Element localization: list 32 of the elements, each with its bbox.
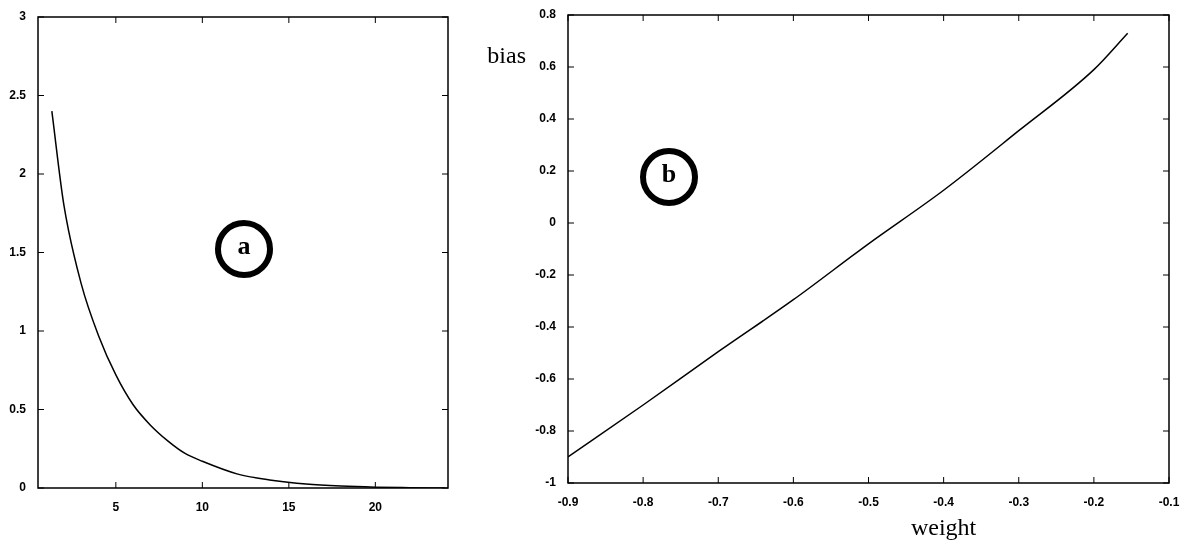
y-tick-label: 2.5 xyxy=(9,87,27,102)
y-tick-label: 3 xyxy=(19,9,27,24)
y-tick-label: 1.5 xyxy=(9,244,27,259)
y-tick-label: -0.8 xyxy=(535,423,557,438)
x-tick-label: -0.3 xyxy=(1008,494,1030,509)
y-tick-label: 0.6 xyxy=(539,59,557,74)
x-tick-label: -0.7 xyxy=(707,494,729,509)
y-tick-label: 0 xyxy=(549,215,557,230)
y-tick-label: -0.6 xyxy=(535,371,557,386)
x-tick-label: 5 xyxy=(112,499,120,514)
y-tick-label: 0.8 xyxy=(539,7,557,22)
x-tick-label: 20 xyxy=(368,499,383,514)
y-tick-label: -1 xyxy=(545,475,557,490)
x-tick-label: 15 xyxy=(282,499,296,514)
x-tick-label: -0.2 xyxy=(1083,494,1105,509)
y-tick-label: 0.2 xyxy=(539,163,557,178)
y-tick-label: 0 xyxy=(19,480,27,495)
y-tick-label: 0.4 xyxy=(539,111,557,126)
x-tick-label: -0.5 xyxy=(858,494,880,509)
y-tick-label: 2 xyxy=(19,166,27,181)
x-tick-label: -0.9 xyxy=(557,494,579,509)
y-tick-label: 0.5 xyxy=(9,401,27,416)
y-tick-label: -0.2 xyxy=(535,267,557,282)
x-tick-label: -0.1 xyxy=(1158,494,1180,509)
y-axis-title: bias xyxy=(487,42,526,69)
x-tick-label: -0.6 xyxy=(783,494,805,509)
x-tick-label: 10 xyxy=(195,499,210,514)
x-tick-label: -0.4 xyxy=(933,494,955,509)
x-tick-label: -0.8 xyxy=(632,494,654,509)
x-axis-title: weight xyxy=(910,514,977,541)
y-tick-label: 1 xyxy=(19,323,27,338)
y-tick-label: -0.4 xyxy=(535,319,557,334)
